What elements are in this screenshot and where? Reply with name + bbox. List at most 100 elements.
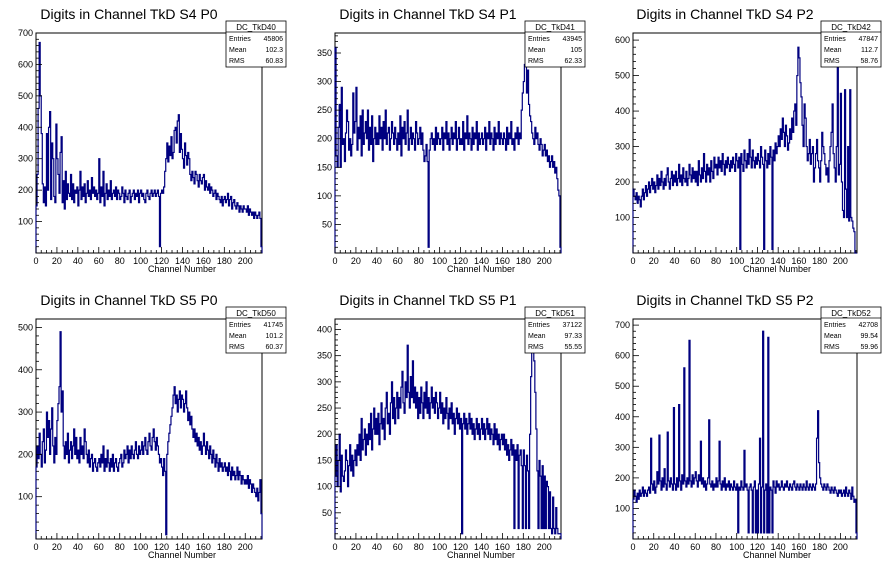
x-tick-label: 60 (690, 256, 700, 266)
x-tick-label: 40 (73, 542, 83, 552)
y-tick-label: 100 (317, 482, 332, 492)
y-tick-label: 300 (18, 407, 33, 417)
stats-mean-label: Mean (528, 333, 546, 340)
stats-entries-value: 37122 (563, 322, 583, 329)
stats-mean-value: 99.54 (860, 333, 878, 340)
y-tick-label: 400 (615, 106, 630, 116)
x-tick-label: 20 (52, 542, 62, 552)
x-tick-label: 0 (33, 256, 38, 266)
stats-entries-label: Entries (229, 36, 251, 43)
y-tick-label: 350 (317, 48, 332, 58)
y-tick-label: 300 (18, 154, 33, 164)
x-tick-label: 180 (516, 542, 531, 552)
stats-box-frame (524, 20, 586, 68)
chart-title: Digits in Channel TkD S4 P1 (339, 6, 516, 22)
stats-mean-value: 97.33 (564, 333, 582, 340)
stats-name: DC_TkD50 (236, 309, 276, 318)
stats-entries-label: Entries (824, 36, 846, 43)
x-tick-label: 80 (414, 256, 424, 266)
x-tick-label: 180 (812, 542, 827, 552)
x-tick-label: 80 (115, 542, 125, 552)
x-tick-label: 40 (372, 542, 382, 552)
y-tick-label: 50 (322, 508, 332, 518)
histogram-line (35, 331, 263, 539)
x-tick-label: 40 (669, 542, 679, 552)
x-tick-label: 40 (372, 256, 382, 266)
x-tick-label: 80 (711, 542, 721, 552)
x-tick-label: 180 (217, 542, 232, 552)
x-tick-label: 40 (73, 256, 83, 266)
x-tick-label: 100 (133, 256, 148, 266)
y-tick-label: 100 (18, 217, 33, 227)
histogram-panel: Digits in Channel TkD S4 P2 0 20 40 60 80 100 1… (615, 6, 882, 274)
stats-entries-label: Entries (824, 322, 846, 329)
y-tick-label: 250 (317, 105, 332, 115)
stats-rms-value: 58.76 (860, 58, 878, 65)
x-tick-label: 60 (393, 542, 403, 552)
stats-entries-value: 45806 (264, 36, 284, 43)
x-tick-label: 20 (351, 256, 361, 266)
x-tick-label: 180 (217, 256, 232, 266)
stats-mean-value: 105 (570, 47, 582, 54)
chart-title: Digits in Channel TkD S4 P2 (636, 6, 813, 22)
x-tick-label: 60 (393, 256, 403, 266)
x-tick-label: 140 (175, 542, 190, 552)
y-tick-label: 250 (317, 403, 332, 413)
y-tick-label: 700 (615, 320, 630, 330)
x-tick-label: 200 (537, 542, 552, 552)
stats-box: DC_TkD50 Entries 41745 Mean 101.2 RMS 60.37 (225, 306, 287, 354)
y-tick-label: 100 (18, 492, 33, 502)
chart-title: Digits in Channel TkD S4 P0 (40, 6, 217, 22)
stats-box-frame (225, 306, 287, 354)
x-tick-label: 120 (750, 542, 765, 552)
x-tick-label: 120 (453, 256, 468, 266)
x-tick-label: 160 (196, 542, 211, 552)
x-tick-label: 0 (630, 542, 635, 552)
y-tick-label: 200 (317, 134, 332, 144)
x-axis-label: Channel Number (447, 550, 515, 560)
stats-name: DC_TkD51 (535, 309, 575, 318)
y-tick-label: 400 (615, 412, 630, 422)
plot-frame (35, 32, 263, 254)
plot-frame (632, 32, 858, 254)
y-tick-label: 500 (18, 322, 33, 332)
stats-rms-value: 59.96 (860, 344, 878, 351)
y-tick-label: 300 (317, 77, 332, 87)
x-tick-label: 160 (196, 256, 211, 266)
chart-title: Digits in Channel TkD S5 P1 (339, 292, 516, 308)
x-axis-label: Channel Number (148, 264, 216, 274)
x-tick-label: 160 (791, 542, 806, 552)
y-tick-label: 200 (317, 429, 332, 439)
x-axis-label: Channel Number (743, 550, 811, 560)
y-tick-label: 500 (615, 71, 630, 81)
y-tick-label: 350 (317, 351, 332, 361)
histogram-line (35, 41, 263, 253)
stats-rms-label: RMS (528, 58, 544, 65)
histogram-line (632, 46, 857, 254)
y-tick-label: 200 (615, 473, 630, 483)
stats-rms-value: 62.33 (564, 58, 582, 65)
stats-rms-label: RMS (824, 58, 840, 65)
x-tick-label: 120 (453, 542, 468, 552)
x-tick-label: 20 (52, 256, 62, 266)
chart-title: Digits in Channel TkD S5 P2 (636, 292, 813, 308)
y-tick-label: 700 (18, 28, 33, 38)
stats-box: DC_TkD51 Entries 37122 Mean 97.33 RMS 55.55 (524, 306, 586, 354)
x-tick-label: 40 (669, 256, 679, 266)
y-tick-label: 300 (317, 377, 332, 387)
x-tick-label: 140 (771, 256, 786, 266)
stats-mean-label: Mean (528, 47, 546, 54)
x-tick-label: 140 (474, 256, 489, 266)
x-tick-label: 60 (690, 542, 700, 552)
y-tick-label: 300 (615, 442, 630, 452)
y-tick-label: 400 (317, 324, 332, 334)
stats-box: DC_TkD41 Entries 43945 Mean 105 RMS 62.33 (524, 20, 586, 68)
histogram-line (334, 318, 562, 539)
y-tick-label: 600 (615, 35, 630, 45)
stats-box: DC_TkD42 Entries 47847 Mean 112.7 RMS 58.76 (820, 20, 882, 68)
stats-mean-value: 101.2 (265, 333, 283, 340)
x-tick-label: 140 (175, 256, 190, 266)
x-tick-label: 80 (414, 542, 424, 552)
y-tick-label: 400 (18, 122, 33, 132)
y-tick-label: 150 (317, 455, 332, 465)
